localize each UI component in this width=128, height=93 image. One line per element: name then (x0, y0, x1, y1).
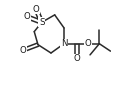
Text: S: S (39, 18, 44, 27)
Text: O: O (23, 12, 30, 21)
Text: N: N (61, 39, 67, 48)
Text: O: O (33, 5, 39, 14)
Text: O: O (85, 39, 92, 48)
Text: O: O (20, 46, 26, 55)
Text: O: O (74, 54, 80, 63)
